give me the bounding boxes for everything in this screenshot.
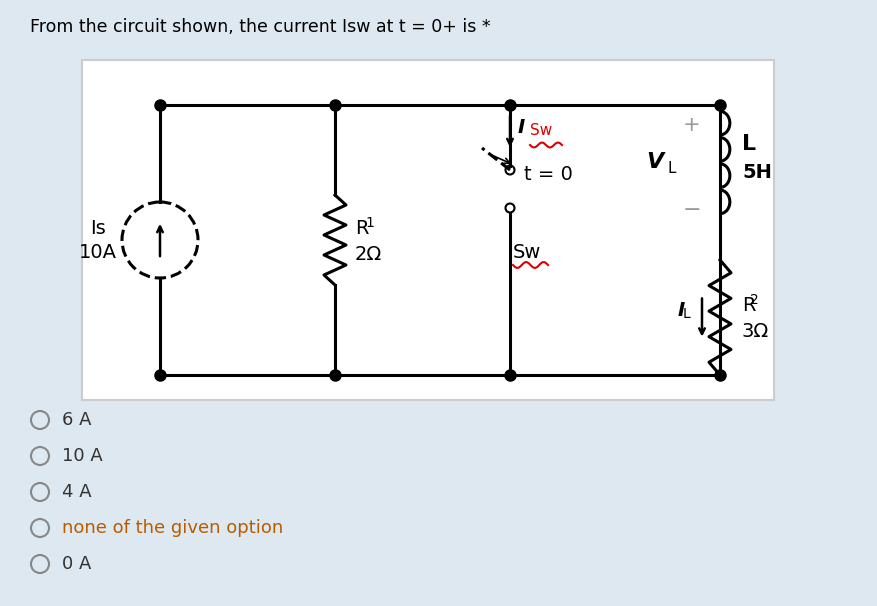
- Text: 5H: 5H: [741, 163, 771, 182]
- Text: 2Ω: 2Ω: [354, 244, 381, 264]
- Text: 3Ω: 3Ω: [741, 322, 768, 341]
- Bar: [82, 60, 774, 400]
- Text: From the circuit shown, the current Isw at t = 0+ is *: From the circuit shown, the current Isw …: [30, 18, 490, 36]
- Text: I: I: [677, 301, 684, 319]
- Text: 2: 2: [749, 293, 758, 307]
- Text: 10 A: 10 A: [62, 447, 103, 465]
- Text: Sw: Sw: [512, 243, 541, 262]
- Text: −: −: [682, 200, 701, 220]
- Text: I: I: [517, 118, 524, 137]
- Text: Sw: Sw: [530, 123, 552, 138]
- Text: 10A: 10A: [79, 242, 117, 262]
- Text: 0 A: 0 A: [62, 555, 91, 573]
- Text: L: L: [681, 307, 689, 322]
- Text: R: R: [741, 296, 754, 315]
- Text: V: V: [645, 153, 663, 173]
- Text: none of the given option: none of the given option: [62, 519, 283, 537]
- Text: t = 0: t = 0: [524, 165, 572, 184]
- Text: L: L: [741, 135, 755, 155]
- Text: R: R: [354, 219, 368, 238]
- Text: L: L: [667, 161, 676, 176]
- Text: 6 A: 6 A: [62, 411, 91, 429]
- Text: +: +: [682, 115, 700, 135]
- Text: Is: Is: [90, 219, 106, 238]
- Text: 1: 1: [365, 216, 374, 230]
- Text: 4 A: 4 A: [62, 483, 91, 501]
